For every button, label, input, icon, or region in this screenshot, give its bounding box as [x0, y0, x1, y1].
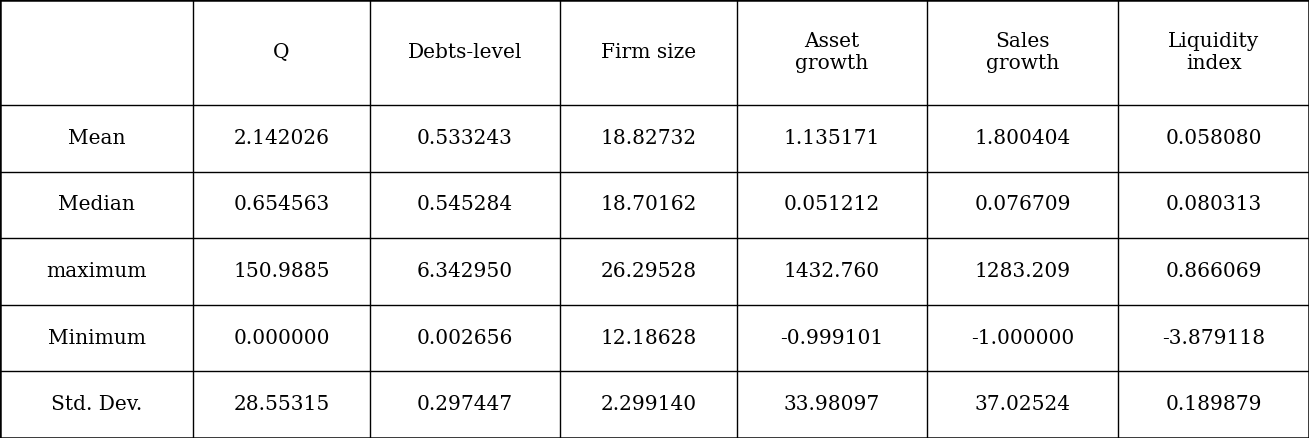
Text: maximum: maximum: [47, 262, 147, 281]
Text: 1.800404: 1.800404: [975, 129, 1071, 148]
Text: Median: Median: [59, 195, 135, 215]
Text: 1.135171: 1.135171: [784, 129, 880, 148]
Text: 0.058080: 0.058080: [1165, 129, 1262, 148]
Text: 0.533243: 0.533243: [418, 129, 513, 148]
Text: 0.297447: 0.297447: [418, 395, 513, 414]
Text: 33.98097: 33.98097: [784, 395, 880, 414]
Text: -0.999101: -0.999101: [780, 328, 884, 348]
Text: -3.879118: -3.879118: [1162, 328, 1266, 348]
Text: 18.82732: 18.82732: [601, 129, 696, 148]
Text: Q: Q: [274, 43, 289, 62]
Text: -1.000000: -1.000000: [971, 328, 1075, 348]
Text: 0.189879: 0.189879: [1165, 395, 1262, 414]
Text: 0.654563: 0.654563: [233, 195, 330, 215]
Text: 12.18628: 12.18628: [601, 328, 696, 348]
Text: 150.9885: 150.9885: [233, 262, 330, 281]
Text: 0.080313: 0.080313: [1165, 195, 1262, 215]
Text: Liquidity
index: Liquidity index: [1168, 32, 1259, 73]
Text: 1432.760: 1432.760: [784, 262, 880, 281]
Text: Asset
growth: Asset growth: [796, 32, 869, 73]
Text: Minimum: Minimum: [47, 328, 145, 348]
Text: 2.299140: 2.299140: [601, 395, 696, 414]
Text: 37.02524: 37.02524: [975, 395, 1071, 414]
Text: 0.002656: 0.002656: [416, 328, 513, 348]
Text: 0.051212: 0.051212: [784, 195, 880, 215]
Text: Firm size: Firm size: [601, 43, 696, 62]
Text: 1283.209: 1283.209: [975, 262, 1071, 281]
Text: 0.545284: 0.545284: [418, 195, 513, 215]
Text: 26.29528: 26.29528: [601, 262, 696, 281]
Text: Mean: Mean: [68, 129, 126, 148]
Text: 6.342950: 6.342950: [418, 262, 513, 281]
Text: Std. Dev.: Std. Dev.: [51, 395, 143, 414]
Text: 18.70162: 18.70162: [601, 195, 696, 215]
Text: 0.866069: 0.866069: [1165, 262, 1262, 281]
Text: 2.142026: 2.142026: [233, 129, 330, 148]
Text: 0.076709: 0.076709: [974, 195, 1071, 215]
Text: Debts-level: Debts-level: [408, 43, 522, 62]
Text: 28.55315: 28.55315: [233, 395, 330, 414]
Text: Sales
growth: Sales growth: [986, 32, 1059, 73]
Text: 0.000000: 0.000000: [233, 328, 330, 348]
